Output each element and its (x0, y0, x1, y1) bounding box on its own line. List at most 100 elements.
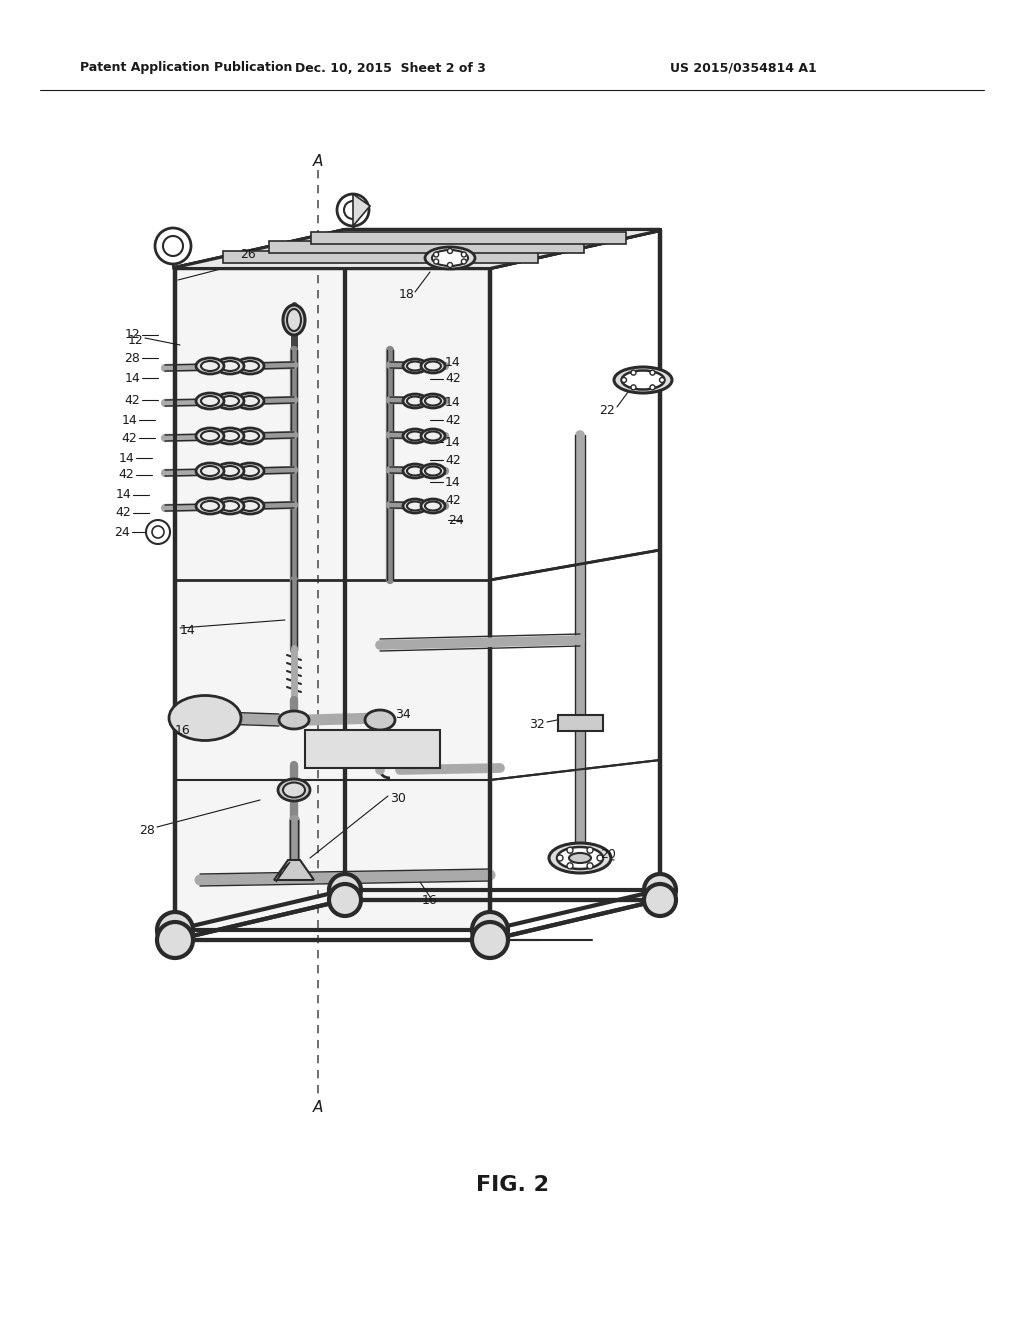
Ellipse shape (425, 466, 441, 475)
Ellipse shape (403, 393, 427, 408)
Ellipse shape (614, 367, 672, 393)
Circle shape (472, 912, 508, 948)
Text: 16: 16 (174, 723, 190, 737)
Ellipse shape (631, 385, 636, 389)
Text: 18: 18 (399, 289, 415, 301)
Polygon shape (276, 862, 290, 882)
Ellipse shape (201, 360, 219, 371)
Ellipse shape (425, 362, 441, 371)
Polygon shape (222, 251, 538, 264)
Ellipse shape (659, 378, 665, 383)
Ellipse shape (403, 359, 427, 374)
Circle shape (337, 194, 369, 226)
Circle shape (644, 884, 676, 916)
Ellipse shape (433, 252, 438, 257)
Ellipse shape (462, 259, 466, 264)
Ellipse shape (421, 465, 445, 478)
Polygon shape (311, 231, 626, 244)
Ellipse shape (622, 378, 627, 383)
Ellipse shape (216, 393, 244, 409)
Ellipse shape (196, 428, 224, 444)
Ellipse shape (283, 783, 305, 797)
Text: 28: 28 (124, 351, 140, 364)
Ellipse shape (241, 432, 259, 441)
Ellipse shape (196, 498, 224, 513)
Ellipse shape (567, 847, 573, 853)
Ellipse shape (421, 429, 445, 444)
Text: 42: 42 (445, 372, 461, 385)
Text: 14: 14 (124, 371, 140, 384)
Text: 22: 22 (599, 404, 615, 417)
Polygon shape (353, 194, 370, 226)
Text: 20: 20 (600, 849, 615, 862)
Ellipse shape (236, 393, 264, 409)
Circle shape (329, 884, 361, 916)
Ellipse shape (425, 432, 441, 441)
Text: 42: 42 (116, 507, 131, 520)
Ellipse shape (447, 248, 453, 253)
Ellipse shape (196, 393, 224, 409)
Ellipse shape (421, 499, 445, 513)
Ellipse shape (221, 502, 239, 511)
Ellipse shape (567, 863, 573, 869)
Ellipse shape (407, 466, 423, 475)
Text: 24: 24 (115, 525, 130, 539)
Text: 28: 28 (139, 824, 155, 837)
Ellipse shape (241, 466, 259, 477)
Ellipse shape (631, 370, 636, 375)
Ellipse shape (279, 711, 309, 729)
Circle shape (472, 921, 508, 958)
Ellipse shape (236, 428, 264, 444)
Text: 42: 42 (121, 432, 137, 445)
Text: 14: 14 (118, 451, 134, 465)
Ellipse shape (221, 466, 239, 477)
Ellipse shape (216, 498, 244, 513)
Ellipse shape (587, 863, 593, 869)
Ellipse shape (407, 502, 423, 511)
Bar (558, 715, 603, 731)
Circle shape (157, 912, 193, 948)
Text: 24: 24 (449, 513, 464, 527)
Ellipse shape (462, 252, 466, 257)
Ellipse shape (421, 393, 445, 408)
Ellipse shape (241, 360, 259, 371)
Ellipse shape (201, 432, 219, 441)
Text: 14: 14 (445, 436, 461, 449)
Ellipse shape (569, 853, 591, 863)
Ellipse shape (447, 263, 453, 268)
Ellipse shape (407, 432, 423, 441)
Ellipse shape (287, 309, 301, 331)
Polygon shape (175, 230, 660, 268)
Ellipse shape (425, 247, 475, 269)
Text: 14: 14 (116, 488, 131, 502)
Ellipse shape (201, 502, 219, 511)
Text: 14: 14 (445, 355, 461, 368)
Ellipse shape (432, 249, 468, 267)
Ellipse shape (403, 429, 427, 444)
Ellipse shape (650, 370, 655, 375)
Text: Patent Application Publication: Patent Application Publication (80, 62, 293, 74)
Ellipse shape (236, 463, 264, 479)
Text: FIG. 2: FIG. 2 (475, 1175, 549, 1195)
Circle shape (155, 228, 191, 264)
Ellipse shape (421, 359, 445, 374)
Text: 32: 32 (529, 718, 545, 731)
Text: 14: 14 (445, 396, 461, 408)
Circle shape (344, 201, 362, 219)
Text: 42: 42 (445, 454, 461, 466)
Text: 26: 26 (240, 248, 256, 261)
Text: 12: 12 (124, 329, 140, 342)
Ellipse shape (365, 710, 395, 730)
Text: 14: 14 (180, 623, 196, 636)
Ellipse shape (549, 843, 611, 873)
Text: 34: 34 (395, 709, 411, 722)
Ellipse shape (221, 432, 239, 441)
Ellipse shape (622, 371, 665, 389)
Ellipse shape (403, 499, 427, 513)
Ellipse shape (407, 362, 423, 371)
Ellipse shape (196, 358, 224, 374)
Ellipse shape (425, 502, 441, 511)
Text: US 2015/0354814 A1: US 2015/0354814 A1 (670, 62, 817, 74)
Ellipse shape (236, 498, 264, 513)
Ellipse shape (201, 466, 219, 477)
